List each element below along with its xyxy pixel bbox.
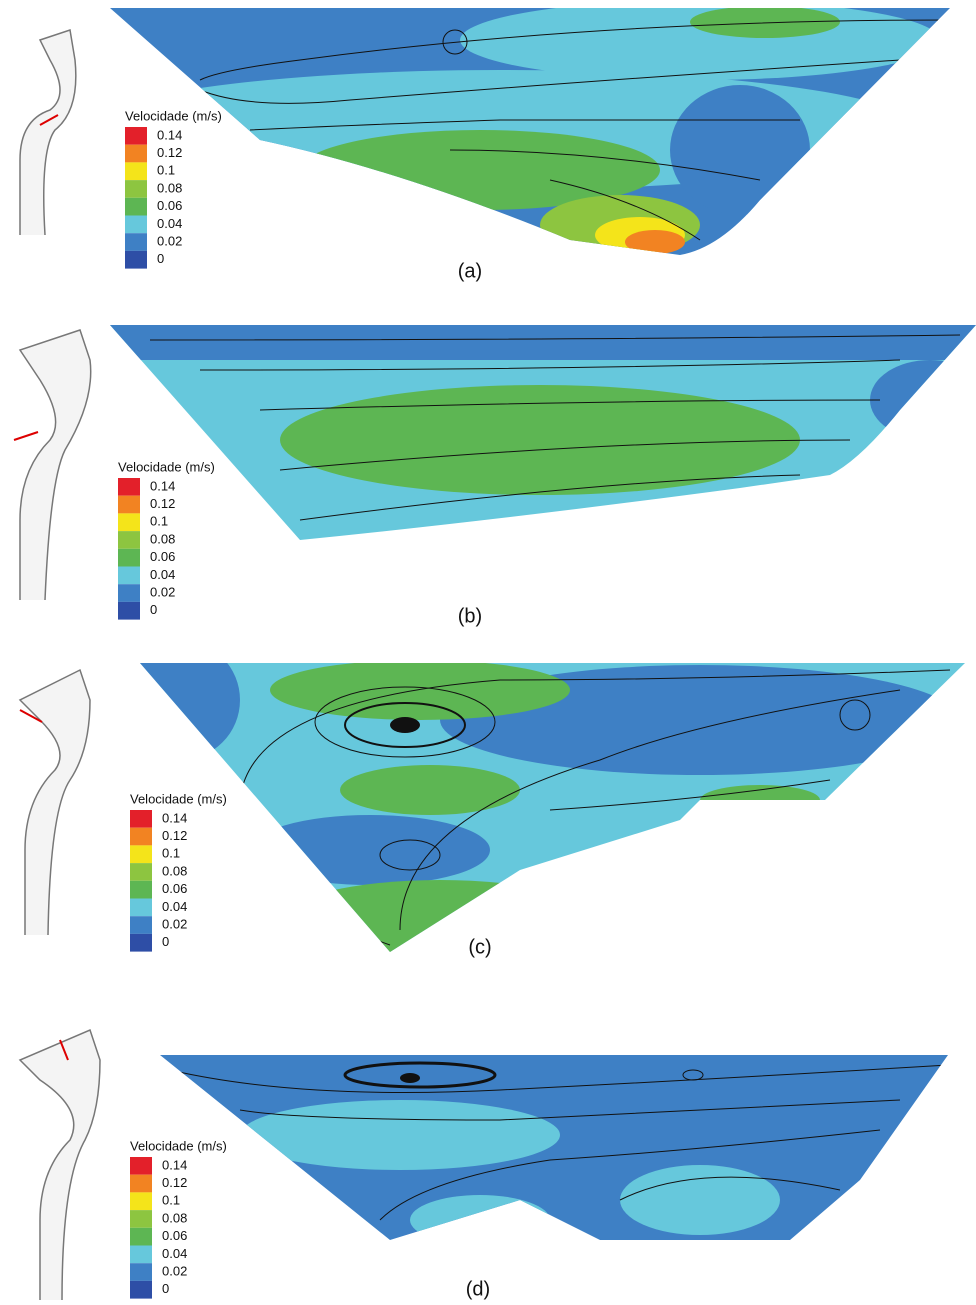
legend-label: 0.02 — [150, 584, 175, 599]
legend-label: 0.06 — [157, 198, 182, 213]
section-marker — [39, 114, 59, 126]
legend-title: Velocidade (m/s) — [130, 791, 227, 806]
legend-label: 0.12 — [162, 828, 187, 843]
legend-label: 0.08 — [162, 863, 187, 878]
legend-label: 0.1 — [150, 514, 168, 529]
legend-label: 0.06 — [162, 881, 187, 896]
legend-label: 0.08 — [157, 180, 182, 195]
legend-label: 0.08 — [150, 531, 175, 546]
legend-swatch — [118, 531, 140, 549]
legend-swatch — [125, 233, 147, 251]
legend-swatch — [130, 810, 152, 828]
legend-label: 0 — [162, 934, 169, 949]
legend-swatch — [125, 215, 147, 234]
legend-swatch — [118, 584, 140, 602]
section-a — [110, 8, 950, 255]
section-marker — [19, 709, 43, 723]
legend-swatch — [118, 513, 140, 532]
legend-swatch — [130, 863, 152, 881]
section-b — [110, 325, 976, 540]
legend-title: Velocidade (m/s) — [118, 459, 215, 474]
legend-swatch — [125, 250, 147, 269]
legend-label: 0.14 — [157, 127, 182, 142]
legend-label: 0.04 — [162, 899, 187, 914]
legend-label: 0.12 — [157, 145, 182, 160]
legend-label: 0.02 — [162, 1263, 187, 1278]
legend-label: 0.02 — [157, 233, 182, 248]
legend-label: 0.1 — [162, 1193, 180, 1208]
legend-label: 0.04 — [150, 567, 175, 582]
legend-swatch — [125, 144, 147, 163]
panel-label: (a) — [458, 260, 482, 282]
legend-label: 0 — [157, 251, 164, 266]
legend-label: 0.1 — [157, 163, 175, 178]
legend-swatch — [130, 1157, 152, 1175]
legend-label: 0.02 — [162, 916, 187, 931]
panel-label: (d) — [466, 1278, 490, 1300]
pipe-icon — [19, 29, 77, 236]
legend-label: 0.04 — [162, 1246, 187, 1261]
legend-swatch — [118, 601, 140, 620]
legend-swatch — [130, 827, 152, 846]
legend-swatch — [130, 1174, 152, 1193]
legend-swatch — [130, 898, 152, 917]
legend-swatch — [130, 1263, 152, 1281]
legend-title: Velocidade (m/s) — [125, 108, 222, 123]
panel-label: (b) — [458, 605, 482, 627]
legend-swatch — [125, 180, 147, 198]
pipe-icon — [18, 1028, 101, 1301]
legend-title: Velocidade (m/s) — [130, 1138, 227, 1153]
legend-swatch — [118, 566, 140, 585]
legend-swatch — [130, 1280, 152, 1299]
legend-swatch — [130, 933, 152, 952]
legend-swatch — [130, 1192, 152, 1211]
legend-label: 0.12 — [162, 1175, 187, 1190]
legend-label: 0.04 — [157, 216, 182, 231]
section-marker — [13, 431, 39, 441]
section-marker — [59, 1039, 69, 1061]
legend-label: 0.08 — [162, 1210, 187, 1225]
legend-label: 0.14 — [162, 810, 187, 825]
section-c — [140, 663, 965, 952]
pipe-icon — [18, 668, 91, 936]
legend-swatch — [130, 1227, 152, 1246]
pipe-icon — [18, 329, 92, 601]
legend-label: 0 — [162, 1281, 169, 1296]
legend-swatch — [125, 162, 147, 181]
section-d — [160, 1055, 948, 1240]
legend-swatch — [130, 916, 152, 934]
legend-swatch — [118, 548, 140, 567]
legend-label: 0.12 — [150, 496, 175, 511]
legend-swatch — [118, 495, 140, 514]
legend-label: 0.06 — [162, 1228, 187, 1243]
legend-label: 0.06 — [150, 549, 175, 564]
legend-swatch — [125, 127, 147, 145]
legend-swatch — [130, 1245, 152, 1264]
legend-swatch — [125, 197, 147, 216]
panel-label: (c) — [468, 936, 491, 958]
legend-swatch — [130, 1210, 152, 1228]
legend-label: 0 — [150, 602, 157, 617]
legend-label: 0.14 — [162, 1157, 187, 1172]
legend-label: 0.14 — [150, 478, 175, 493]
legend-swatch — [130, 845, 152, 864]
legend-label: 0.1 — [162, 846, 180, 861]
legend-swatch — [118, 478, 140, 496]
legend-swatch — [130, 880, 152, 899]
